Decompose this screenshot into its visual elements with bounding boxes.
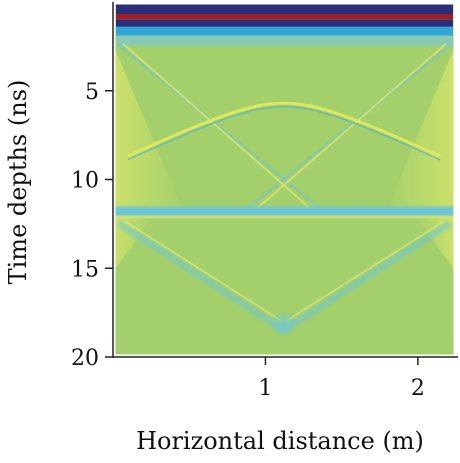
x-axis-title: Horizontal distance (m) [136,427,424,455]
right-lower-fan [416,217,456,272]
hyperbola-reflection-shadow [127,105,441,161]
diagonal-line-left-yellow [122,42,315,213]
x-tick-label: 1 [258,376,272,401]
diagonal-line-left [116,42,325,213]
direct-wave-band-4 [116,26,453,36]
y-tick-label: 5 [85,80,99,105]
y-tick-label: 15 [71,257,99,282]
left-lower-fan [113,217,153,272]
hyperbola-reflection [127,101,441,158]
direct-wave-band-2 [116,13,453,20]
y-tick-label: 10 [71,169,99,194]
direct-wave-fade [116,35,453,46]
horizontal-reflector-band [115,206,454,217]
left-fan-region [113,43,183,212]
v-diffraction-apex-glow [269,310,298,339]
y-tick-label: 20 [71,346,99,371]
right-fan-region [386,43,456,212]
x-tick-label: 2 [411,376,425,401]
direct-wave-band-3 [116,19,453,27]
plot-area [112,1,457,358]
diagonal-line-right-yellow [253,42,447,213]
y-axis-title: Time depths (ns) [4,80,32,285]
horizontal-reflector-highlight [115,215,454,219]
axes: 5 10 15 20 1 2 [71,2,458,401]
heatmap-inner-frame [112,1,457,358]
diagonal-line-right [242,42,453,213]
direct-wave-band-1 [116,3,453,14]
